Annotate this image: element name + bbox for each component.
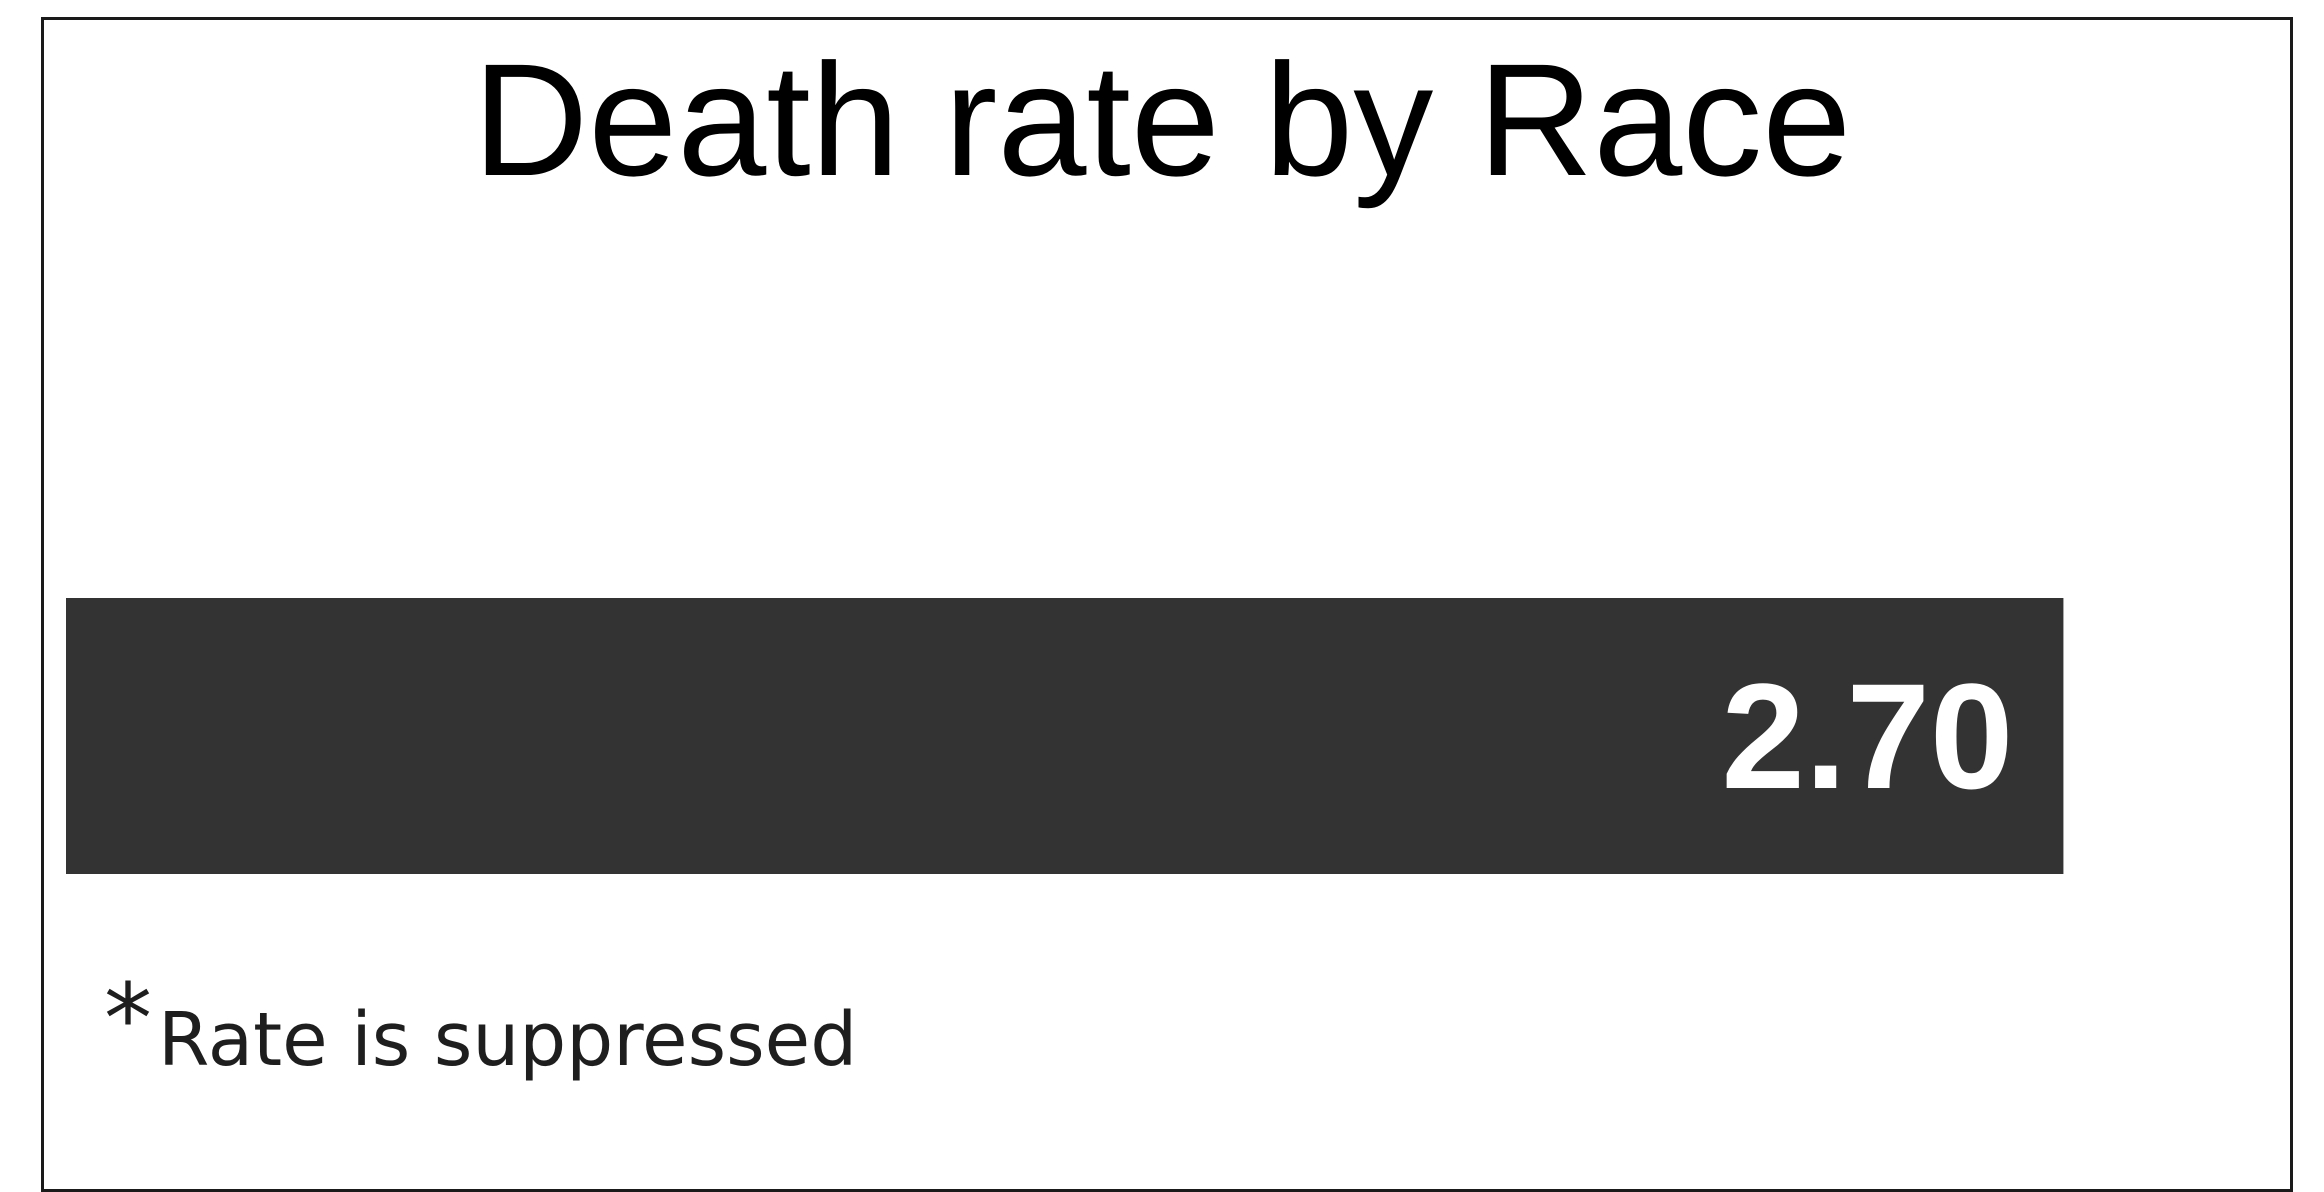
chart-title: Death rate by Race (472, 30, 1852, 209)
suppression-footnote: *Rate is suppressed (104, 971, 857, 1077)
footnote-asterisk: * (104, 963, 152, 1075)
bar (66, 598, 2064, 874)
footnote-text: Rate is suppressed (158, 997, 858, 1083)
bar-value-label: 2.70 (1721, 652, 2013, 820)
